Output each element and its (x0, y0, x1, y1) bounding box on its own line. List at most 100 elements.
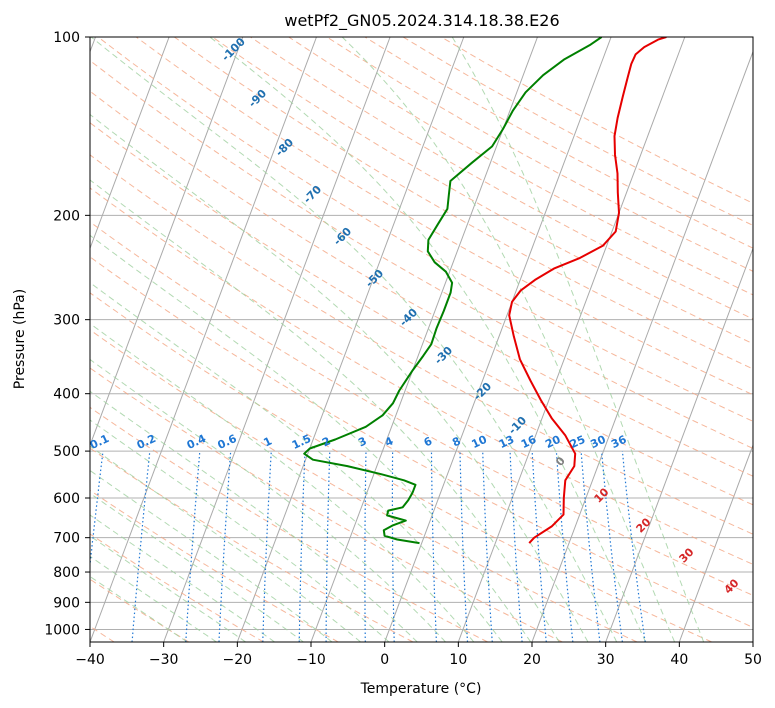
mixing-ratio-label: 4 (383, 434, 396, 449)
mixing-ratio-line (580, 451, 601, 642)
x-tick-label: 50 (744, 652, 762, 668)
isotherm-label: -70 (301, 183, 324, 206)
mixing-ratio-label: 1 (262, 434, 274, 449)
moist-adiabat-label: 30 (677, 545, 697, 565)
moist-adiabat-line (341, 37, 676, 642)
moist-adiabat-label: 40 (722, 576, 742, 596)
isotherm-line (90, 37, 170, 250)
isotherm-line (678, 443, 753, 642)
dry-adiabat-line (250, 37, 753, 320)
dry-adiabat-line (326, 37, 753, 272)
mixing-ratio-line (185, 451, 201, 642)
isotherm-line (605, 246, 753, 642)
dry-adiabat-line (288, 37, 753, 296)
moist-adiabat-line (90, 575, 188, 642)
dry-adiabat-line (90, 122, 753, 506)
dewpoint-profile (303, 37, 603, 545)
mixing-ratio-label: 20 (543, 433, 563, 451)
mixing-ratio-line (391, 451, 395, 642)
isoline-labels: -100-90-80-70-60-50-40-30-20-100.1 0.2 0.4… (90, 35, 742, 597)
isotherm-line (384, 37, 612, 642)
mixing-ratio-label: 16 (519, 433, 539, 451)
moist-adiabat-label: 20 (634, 515, 654, 535)
dry-adiabat-line (90, 256, 753, 628)
mixing-ratio-label: 10 (470, 433, 490, 451)
mixing-ratio-label: 0.2 (135, 432, 158, 452)
mixing-ratio-label: 0.4 (185, 432, 208, 452)
isotherm-label: -30 (432, 344, 455, 367)
isotherm-line (163, 37, 391, 642)
dry-adiabat-line (90, 90, 753, 477)
moist-adiabat-line (90, 113, 589, 642)
dry-adiabat-line (90, 489, 339, 642)
plot-frame (89, 36, 754, 643)
x-tick-label: −10 (296, 652, 326, 668)
moist-adiabat-label: 0 (553, 454, 568, 469)
x-tick-label: 20 (523, 652, 541, 668)
mixing-ratio-label: 13 (497, 433, 516, 451)
x-axis: −40 −30 −20 −10 0 10 20 30 40 50 (75, 642, 762, 668)
moist-adiabat-line (90, 445, 361, 642)
moist-adiabat-line (209, 37, 647, 642)
moist-adiabat-line (90, 358, 446, 642)
moist-adiabat-line (90, 179, 560, 642)
isotherm-line (90, 37, 317, 642)
isotherm-line (236, 37, 465, 642)
isotherm-label: -40 (397, 306, 420, 329)
y-tick-label: 700 (53, 531, 80, 547)
moist-adiabat-line (90, 234, 532, 642)
moist-adiabat-line (90, 514, 275, 642)
isotherm-label: -80 (273, 136, 296, 159)
isotherm-line (752, 640, 753, 642)
moist-adiabat-line (90, 322, 475, 642)
x-tick-label: −20 (223, 652, 253, 668)
x-axis-title: Temperature (°C) (360, 681, 482, 697)
mixing-ratio-line (601, 451, 623, 642)
isotherm-label: -100 (219, 35, 248, 64)
y-tick-label: 800 (53, 565, 80, 581)
dry-adiabat-line (90, 406, 488, 642)
y-axis-title: Pressure (hPa) (12, 289, 28, 389)
isotherm-label: -90 (246, 87, 269, 110)
y-tick-label: 600 (53, 491, 80, 507)
x-tick-label: −30 (149, 652, 179, 668)
temperature-profile (508, 37, 667, 544)
isotherm-label: -20 (471, 380, 494, 403)
moist-adiabat-line (90, 37, 618, 642)
isotherm-line (531, 50, 753, 642)
y-axis: 100 200 300 400 500 600 700 800 900 1000 (44, 30, 90, 638)
x-tick-label: 40 (670, 652, 688, 668)
dry-adiabat-line (90, 60, 753, 449)
dry-adiabat-line (90, 533, 264, 642)
y-tick-label: 900 (53, 595, 80, 611)
mixing-ratio-line (555, 451, 574, 642)
chart-title: wetPf2_GN05.2024.314.18.38.E26 (284, 11, 559, 31)
dry-adiabat-line (97, 37, 753, 422)
isotherm-line (457, 37, 686, 642)
mixing-ratio-line (621, 451, 646, 642)
moist-adiabat-line (90, 390, 418, 642)
moist-adiabat-line (90, 281, 503, 642)
x-tick-label: −40 (75, 652, 105, 668)
dry-adiabat-line (90, 154, 753, 535)
moist-adiabat-line (90, 535, 246, 642)
mixing-ratio-line (90, 451, 104, 570)
dry-adiabat-line (135, 37, 753, 396)
mixing-ratio-line (325, 451, 331, 642)
mixing-ratio-line (131, 451, 151, 642)
y-tick-label: 200 (53, 208, 80, 224)
moist-adiabat-line (90, 492, 304, 642)
y-tick-label: 400 (53, 387, 80, 403)
mixing-ratio-label: 30 (588, 433, 608, 451)
y-tick-label: 1000 (44, 622, 80, 638)
x-tick-label: 30 (597, 652, 615, 668)
isotherm-line (310, 37, 538, 642)
dry-adiabat-line (90, 367, 563, 642)
mixing-ratio-line (531, 451, 547, 642)
mixing-ratio-line (364, 451, 367, 642)
moist-adiabat-line (90, 419, 390, 642)
mixing-ratio-label: 25 (568, 433, 587, 451)
mixing-ratio-label: 36 (609, 433, 629, 451)
x-tick-label: 0 (380, 652, 389, 668)
